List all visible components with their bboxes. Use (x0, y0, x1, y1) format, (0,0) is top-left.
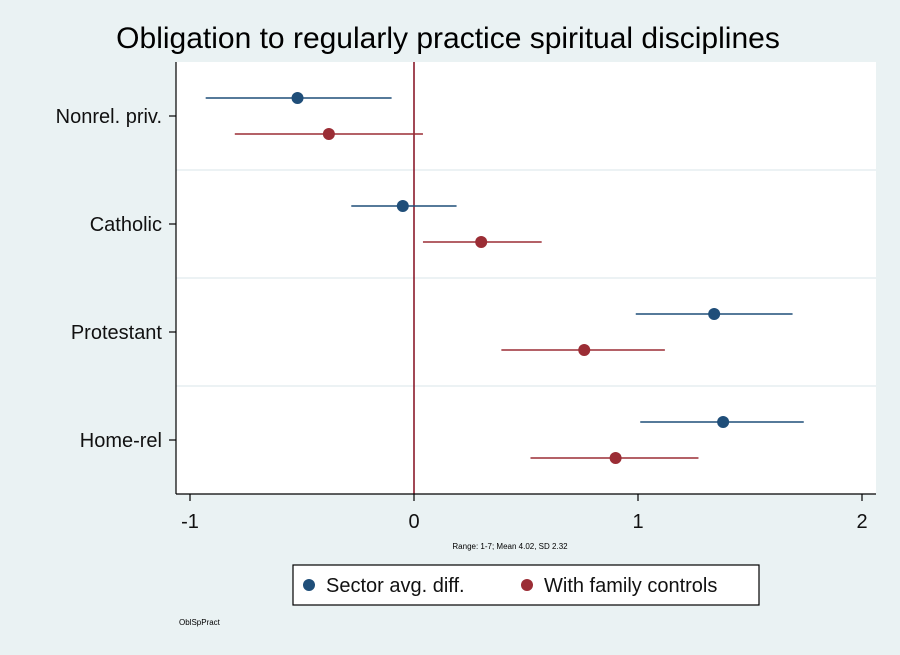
point-estimate (292, 92, 304, 104)
category-label: Catholic (90, 214, 162, 236)
category-label: Protestant (71, 322, 163, 344)
legend-marker-sector-avg (303, 579, 315, 591)
x-tick-label: 1 (632, 511, 643, 533)
point-estimate (578, 344, 590, 356)
chart-title: Obligation to regularly practice spiritu… (116, 22, 780, 55)
x-tick-label: 0 (408, 511, 419, 533)
x-axis-note: Range: 1-7; Mean 4.02, SD 2.32 (452, 542, 568, 551)
legend-marker-family-controls (521, 579, 533, 591)
source-tag: OblSpPract (179, 618, 221, 627)
point-estimate (475, 236, 487, 248)
point-estimate (717, 416, 729, 428)
x-tick-label: -1 (181, 511, 199, 533)
legend-label-sector-avg: Sector avg. diff. (326, 575, 465, 597)
x-tick-label: 2 (856, 511, 867, 533)
point-estimate (323, 128, 335, 140)
category-label: Nonrel. priv. (56, 106, 162, 128)
chart: Obligation to regularly practice spiritu… (0, 0, 900, 655)
point-estimate (708, 308, 720, 320)
legend-label-family-controls: With family controls (544, 575, 717, 597)
legend: Sector avg. diff. With family controls (293, 565, 759, 605)
point-estimate (610, 452, 622, 464)
category-label: Home-rel (80, 430, 162, 452)
point-estimate (397, 200, 409, 212)
